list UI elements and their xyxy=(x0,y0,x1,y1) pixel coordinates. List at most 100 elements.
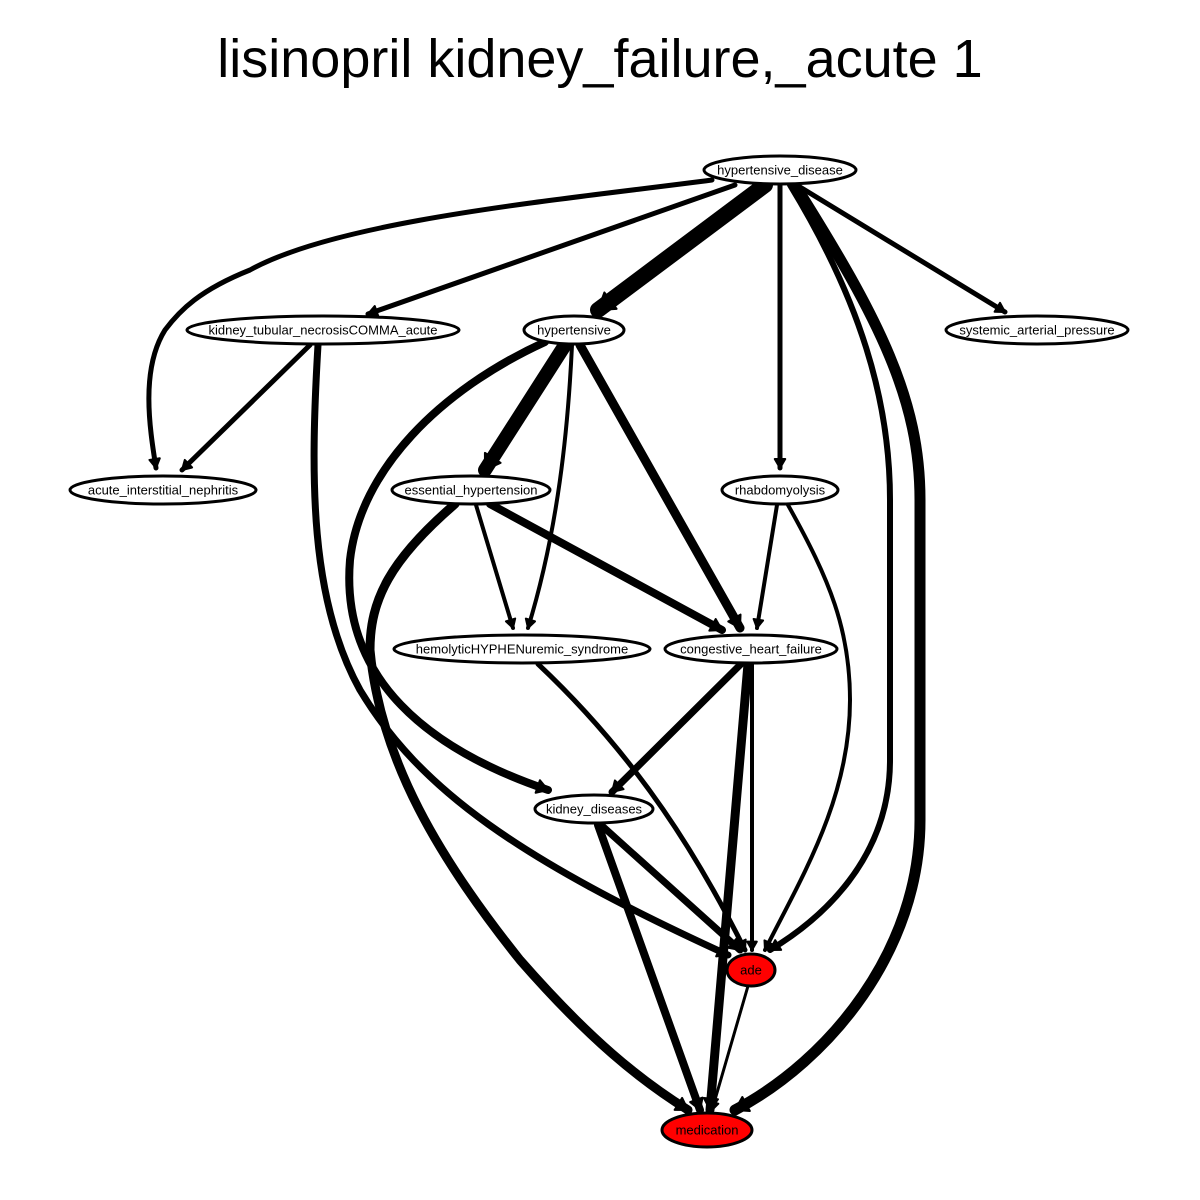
edge-rhabdomyolysis-to-ade xyxy=(763,503,852,952)
node-medication: medication xyxy=(660,1111,754,1149)
edge-arrowhead xyxy=(993,301,1006,313)
edge-arrowhead xyxy=(148,457,161,469)
edge-arrowhead xyxy=(611,779,625,793)
node-label: hypertensive xyxy=(537,323,611,338)
diagram-title: lisinopril kidney_failure,_acute 1 xyxy=(217,29,983,89)
edge-line xyxy=(596,820,744,954)
edge-arrowhead xyxy=(727,613,742,629)
node-label: systemic_arterial_pressure xyxy=(959,323,1114,338)
edge-line xyxy=(590,177,773,318)
edge-line xyxy=(608,659,746,796)
node-hypertensive_disease: hypertensive_disease xyxy=(702,154,858,186)
edge-arrowhead xyxy=(534,779,549,794)
node-label: essential_hypertension xyxy=(405,483,538,498)
edge-hypertensive_disease-to-medication xyxy=(729,179,926,1116)
node-label: medication xyxy=(676,1123,739,1138)
edge-arrowhead xyxy=(746,940,758,951)
edge-line xyxy=(486,500,726,634)
edge-essential_hypertension-to-hemolytic_uremic_syndrome xyxy=(474,503,517,630)
edges-layer xyxy=(146,177,1008,1116)
edge-line xyxy=(526,343,574,630)
edge-line xyxy=(575,340,745,633)
edge-congestive_heart_failure-to-ade xyxy=(746,662,758,952)
node-systemic_arterial_pressure: systemic_arterial_pressure xyxy=(944,314,1130,346)
edge-rhabdomyolysis-to-congestive_heart_failure xyxy=(752,503,779,630)
edge-line xyxy=(705,659,753,1115)
edge-arrowhead xyxy=(504,617,517,629)
edge-line xyxy=(474,503,515,630)
edge-kidney_diseases-to-ade xyxy=(596,820,744,954)
edge-line xyxy=(594,821,704,1114)
edge-arrowhead xyxy=(752,617,765,629)
edge-ade-to-medication xyxy=(708,984,750,1112)
edge-essential_hypertension-to-congestive_heart_failure xyxy=(486,500,726,634)
edge-line xyxy=(146,177,715,471)
node-essential_hypertension: essential_hypertension xyxy=(390,474,552,506)
edge-arrowhead xyxy=(524,617,537,629)
edge-arrowhead xyxy=(367,305,380,317)
node-ellipse xyxy=(660,1111,754,1149)
edge-arrowhead xyxy=(734,1096,751,1113)
node-hypertensive: hypertensive xyxy=(522,314,626,346)
edge-hypertensive-to-hemolytic_uremic_syndrome xyxy=(524,343,574,630)
edge-line xyxy=(710,984,750,1112)
node-ellipse xyxy=(392,633,652,665)
node-ellipse xyxy=(185,314,461,346)
node-label: hypertensive_disease xyxy=(717,163,843,178)
edge-kidney_tubular_necrosis-to-acute_interstitial_nephritis xyxy=(179,342,313,473)
node-label: rhabdomyolysis xyxy=(735,483,826,498)
node-congestive_heart_failure: congestive_heart_failure xyxy=(663,633,839,665)
edge-arrowhead xyxy=(773,458,787,469)
edge-hypertensive_disease-to-ade xyxy=(767,182,893,953)
node-ellipse xyxy=(533,793,655,825)
edge-arrowhead xyxy=(181,458,194,471)
edge-arrowhead xyxy=(708,618,723,632)
node-label: hemolyticHYPHENuremic_syndrome xyxy=(416,642,628,657)
node-ellipse xyxy=(944,314,1130,346)
edge-arrowhead xyxy=(673,1096,689,1111)
edge-arrowhead xyxy=(689,1096,704,1111)
edge-hypertensive_disease-to-kidney_tubular_necrosis xyxy=(365,182,738,317)
edge-line xyxy=(310,341,732,959)
node-label: congestive_heart_failure xyxy=(680,642,822,657)
edge-hypertensive_disease-to-hypertensive xyxy=(590,177,773,318)
node-ellipse xyxy=(522,314,626,346)
node-ade: ade xyxy=(725,952,777,988)
edge-hypertensive_disease-to-rhabdomyolysis xyxy=(773,182,787,471)
node-ellipse xyxy=(702,154,858,186)
node-ellipse xyxy=(663,633,839,665)
edge-arrowhead xyxy=(763,939,775,951)
edge-line xyxy=(365,182,738,317)
node-kidney_tubular_necrosis: kidney_tubular_necrosisCOMMA_acute xyxy=(185,314,461,346)
node-label: kidney_diseases xyxy=(546,802,643,817)
edge-line xyxy=(767,182,893,953)
edge-hypertensive-to-essential_hypertension xyxy=(478,338,572,477)
node-ellipse xyxy=(390,474,552,506)
edge-line xyxy=(763,503,852,952)
edge-arrowhead xyxy=(708,1100,720,1111)
edge-congestive_heart_failure-to-kidney_diseases xyxy=(608,659,746,796)
edge-essential_hypertension-to-medication xyxy=(365,499,693,1115)
edge-arrowhead xyxy=(483,451,502,471)
edge-line xyxy=(755,503,779,630)
edge-line xyxy=(792,181,1008,315)
edge-hypertensive_disease-to-acute_interstitial_nephritis xyxy=(146,177,715,471)
edge-hypertensive-to-kidney_diseases xyxy=(345,338,552,794)
node-kidney_diseases: kidney_diseases xyxy=(533,793,655,825)
node-label: ade xyxy=(740,963,762,978)
edge-line xyxy=(365,499,693,1115)
node-hemolytic_uremic_syndrome: hemolyticHYPHENuremic_syndrome xyxy=(392,633,652,665)
edge-kidney_diseases-to-medication xyxy=(594,821,704,1114)
node-label: kidney_tubular_necrosisCOMMA_acute xyxy=(208,323,437,338)
edge-arrowhead xyxy=(727,937,741,951)
nodes-layer: hypertensive_disease kidney_tubular_necro… xyxy=(68,154,1130,1149)
edge-line xyxy=(478,338,572,477)
node-label: acute_interstitial_nephritis xyxy=(88,483,239,498)
node-ellipse xyxy=(68,474,258,506)
edge-line xyxy=(345,338,552,794)
edge-hypertensive-to-congestive_heart_failure xyxy=(575,340,745,633)
edge-arrowhead xyxy=(597,291,618,311)
node-ellipse xyxy=(725,952,777,988)
edge-line xyxy=(179,342,313,473)
